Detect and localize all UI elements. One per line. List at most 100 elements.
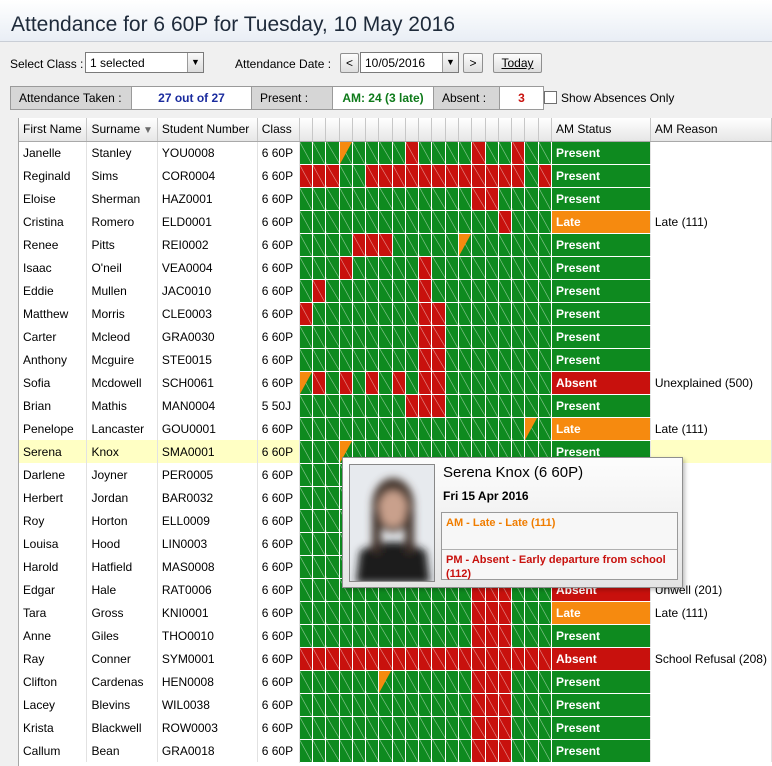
attendance-history-cell[interactable] (299, 141, 313, 165)
attendance-history-cell[interactable] (325, 624, 340, 648)
attendance-history-cell[interactable] (365, 210, 380, 234)
attendance-history-cell[interactable] (485, 417, 499, 441)
attendance-history-cell[interactable] (538, 739, 553, 763)
attendance-history-cell[interactable] (299, 716, 313, 740)
attendance-history-cell[interactable] (312, 440, 327, 464)
student-row[interactable]: Eddie Mullen JAC0010 6 60P Present (19, 279, 772, 303)
attendance-history-cell[interactable] (471, 371, 486, 395)
attendance-history-cell[interactable] (418, 394, 433, 418)
attendance-history-cell[interactable] (471, 302, 486, 326)
attendance-history-cell[interactable] (325, 394, 340, 418)
attendance-history-cell[interactable] (352, 164, 367, 188)
attendance-history-cell[interactable] (418, 210, 433, 234)
attendance-history-cell[interactable] (299, 210, 313, 234)
attendance-history-cell[interactable] (471, 164, 486, 188)
attendance-history-cell[interactable] (392, 141, 406, 165)
attendance-history-cell[interactable] (511, 394, 526, 418)
attendance-history-cell[interactable] (365, 739, 380, 763)
attendance-history-cell[interactable] (431, 233, 446, 257)
attendance-history-cell[interactable] (352, 302, 367, 326)
student-row[interactable]: Tara Gross KNI0001 6 60P Late Late (111) (19, 601, 772, 625)
attendance-history-cell[interactable] (299, 739, 313, 763)
attendance-history-cell[interactable] (511, 716, 526, 740)
attendance-history-cell[interactable] (431, 624, 446, 648)
student-row[interactable]: Krista Blackwell ROW0003 6 60P Present (19, 716, 772, 740)
attendance-history-cell[interactable] (538, 302, 553, 326)
attendance-history-cell[interactable] (378, 417, 393, 441)
attendance-history-cell[interactable] (312, 233, 327, 257)
attendance-history-cell[interactable] (299, 624, 313, 648)
attendance-history-cell[interactable] (458, 187, 473, 211)
attendance-history-cell[interactable] (445, 187, 460, 211)
attendance-history-cell[interactable] (365, 624, 380, 648)
attendance-history-cell[interactable] (524, 739, 539, 763)
attendance-history-cell[interactable] (498, 647, 513, 671)
student-row[interactable]: Brian Mathis MAN0004 5 50J Present (19, 394, 772, 418)
attendance-history-cell[interactable] (524, 693, 539, 717)
attendance-history-cell[interactable] (418, 739, 433, 763)
am-reason-cell[interactable]: Late (111) (650, 417, 772, 440)
attendance-history-cell[interactable] (445, 624, 460, 648)
student-row[interactable]: Penelope Lancaster GOU0001 6 60P Late Late (1… (19, 417, 772, 441)
attendance-history-cell[interactable] (445, 417, 460, 441)
attendance-history-cell[interactable] (538, 256, 553, 280)
attendance-history-cell[interactable] (538, 371, 553, 395)
attendance-history-cell[interactable] (431, 716, 446, 740)
attendance-history-cell[interactable] (299, 601, 313, 625)
am-status-cell[interactable]: Present (551, 670, 651, 694)
attendance-history-cell[interactable] (445, 394, 460, 418)
attendance-history-cell[interactable] (498, 371, 513, 395)
attendance-history-cell[interactable] (498, 716, 513, 740)
attendance-history-cell[interactable] (325, 509, 340, 533)
attendance-history-cell[interactable] (392, 210, 406, 234)
attendance-history-cell[interactable] (312, 394, 327, 418)
am-reason-cell[interactable] (650, 164, 772, 187)
attendance-history-cell[interactable] (325, 325, 340, 349)
student-row[interactable]: Anthony Mcguire STE0015 6 60P Present (19, 348, 772, 372)
attendance-history-cell[interactable] (365, 693, 380, 717)
attendance-history-cell[interactable] (524, 371, 539, 395)
attendance-history-cell[interactable] (511, 302, 526, 326)
attendance-history-cell[interactable] (485, 348, 499, 372)
attendance-history-cell[interactable] (392, 716, 406, 740)
attendance-history-cell[interactable] (524, 164, 539, 188)
attendance-history-cell[interactable] (352, 256, 367, 280)
attendance-history-cell[interactable] (392, 256, 406, 280)
attendance-history-cell[interactable] (418, 693, 433, 717)
attendance-history-cell[interactable] (392, 371, 406, 395)
attendance-history-cell[interactable] (498, 670, 513, 694)
am-status-cell[interactable]: Present (551, 279, 651, 303)
attendance-history-cell[interactable] (352, 670, 367, 694)
attendance-history-cell[interactable] (511, 348, 526, 372)
attendance-history-cell[interactable] (418, 624, 433, 648)
col-class[interactable]: Class (257, 118, 300, 142)
attendance-history-cell[interactable] (299, 279, 313, 303)
attendance-history-cell[interactable] (538, 624, 553, 648)
select-class-dropdown[interactable]: 1 selected ▼ (85, 52, 204, 73)
attendance-history-cell[interactable] (445, 256, 460, 280)
attendance-history-cell[interactable] (498, 279, 513, 303)
attendance-history-cell[interactable] (405, 693, 420, 717)
attendance-history-cell[interactable] (511, 164, 526, 188)
attendance-history-cell[interactable] (485, 693, 499, 717)
attendance-history-cell[interactable] (325, 417, 340, 441)
attendance-history-cell[interactable] (538, 716, 553, 740)
attendance-history-cell[interactable] (445, 371, 460, 395)
am-status-cell[interactable]: Present (551, 693, 651, 717)
am-status-cell[interactable]: Present (551, 256, 651, 280)
attendance-history-cell[interactable] (498, 302, 513, 326)
attendance-history-cell[interactable] (471, 325, 486, 349)
attendance-history-cell[interactable] (325, 210, 340, 234)
attendance-history-cell[interactable] (458, 233, 473, 257)
attendance-history-cell[interactable] (431, 141, 446, 165)
attendance-history-cell[interactable] (365, 256, 380, 280)
attendance-history-cell[interactable] (299, 256, 313, 280)
attendance-history-cell[interactable] (312, 739, 327, 763)
attendance-history-cell[interactable] (498, 601, 513, 625)
show-absences-label[interactable]: Show Absences Only (561, 91, 675, 105)
attendance-history-cell[interactable] (325, 647, 340, 671)
attendance-history-cell[interactable] (524, 348, 539, 372)
attendance-history-cell[interactable] (538, 417, 553, 441)
am-reason-cell[interactable]: Late (111) (650, 601, 772, 624)
attendance-history-cell[interactable] (471, 187, 486, 211)
